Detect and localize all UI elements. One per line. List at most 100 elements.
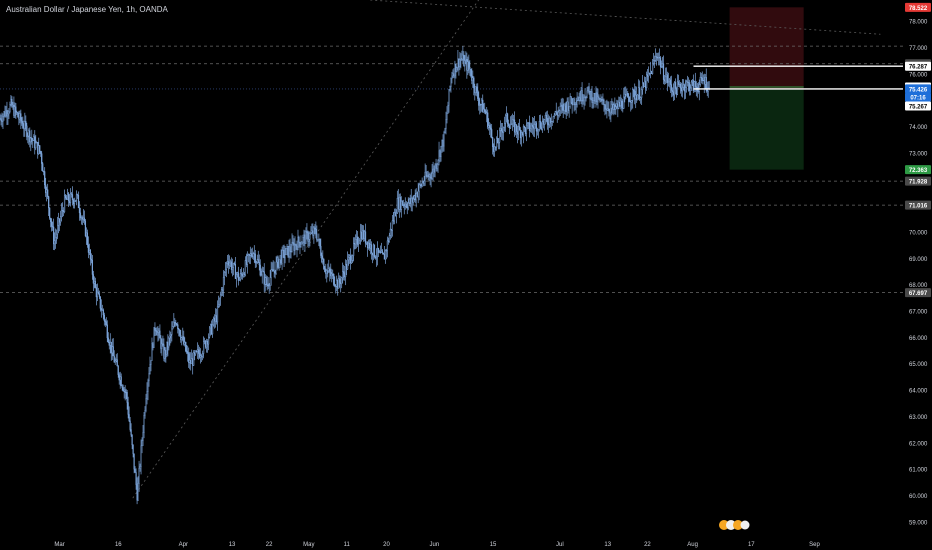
price-badge-label: 72.363 — [909, 168, 928, 174]
x-tick-label: 20 — [383, 542, 390, 548]
candle-body — [470, 68, 472, 77]
candle-body — [556, 113, 558, 116]
candle-body — [673, 82, 676, 96]
candle-body — [70, 193, 73, 195]
candle-body — [296, 245, 298, 250]
candle-body — [332, 273, 334, 275]
candle-body — [651, 63, 654, 75]
candle-body — [307, 232, 309, 242]
candle-body — [18, 116, 20, 120]
candle-body — [93, 281, 95, 284]
candle-body — [660, 66, 663, 68]
candle-body — [181, 337, 183, 340]
candle-body — [511, 119, 514, 125]
y-tick-label: 64.000 — [909, 389, 928, 395]
candle-body — [249, 253, 251, 256]
candle-body — [427, 175, 429, 177]
candle-body — [161, 343, 163, 349]
candle-body — [82, 217, 85, 220]
y-tick-label: 74.000 — [909, 125, 928, 131]
candle-body — [691, 80, 693, 83]
candle-body — [463, 54, 465, 67]
candle-body — [514, 124, 517, 133]
candle-body — [14, 106, 16, 116]
candle-body — [99, 296, 101, 309]
candle-body — [230, 261, 233, 270]
candle-body — [20, 113, 22, 122]
candle-body — [243, 273, 245, 275]
candle-body — [422, 182, 424, 184]
candle-body — [172, 326, 174, 330]
candle-body — [608, 108, 610, 112]
candle-body — [89, 250, 91, 260]
candle-body — [78, 207, 81, 214]
candle-body — [621, 100, 623, 109]
candle-body — [67, 193, 70, 202]
candle-body — [162, 343, 164, 345]
candle-body — [104, 320, 106, 322]
candle-body — [298, 236, 300, 243]
candle-body — [676, 81, 679, 95]
candle-body — [563, 103, 565, 111]
candle-body — [335, 285, 337, 287]
candle-body — [435, 164, 437, 169]
trendline-0 — [132, 0, 479, 499]
candle-body — [299, 242, 301, 247]
candle-body — [635, 94, 637, 100]
candle-body — [453, 73, 455, 77]
candle-body — [41, 153, 43, 164]
candle-body — [141, 440, 143, 447]
candle-body — [156, 331, 158, 336]
candle-body — [280, 255, 282, 264]
candle-body — [699, 77, 701, 85]
candle-body — [477, 90, 479, 99]
candle-body — [19, 113, 21, 120]
candle-body — [213, 317, 216, 322]
candle-body — [377, 247, 380, 253]
candle-body — [52, 226, 54, 228]
candle-body — [353, 243, 355, 256]
candle-body — [615, 106, 617, 110]
candle-body — [111, 346, 113, 354]
candle-body — [311, 230, 313, 234]
candle-body — [620, 100, 622, 107]
candle-body — [290, 251, 292, 253]
candle-body — [214, 315, 217, 322]
candle-body — [246, 255, 248, 265]
candle-body — [206, 341, 209, 345]
candle-body — [679, 83, 682, 89]
candle-body — [211, 324, 214, 335]
candle-body — [517, 126, 520, 135]
candle-body — [88, 250, 90, 253]
candle-body — [388, 235, 390, 243]
candle-body — [450, 78, 452, 87]
candle-body — [552, 116, 554, 122]
candle-body — [240, 273, 242, 275]
candle-body — [385, 250, 387, 252]
candle-body — [238, 279, 240, 281]
candle-body — [403, 204, 405, 207]
candle-body — [74, 199, 77, 202]
candle-body — [302, 237, 304, 244]
candle-body — [37, 142, 39, 154]
candle-body — [533, 124, 535, 129]
candle-body — [113, 355, 115, 363]
candle-body — [547, 123, 549, 126]
candle-body — [40, 151, 42, 154]
candle-body — [700, 77, 702, 79]
candle-body — [92, 274, 94, 284]
candle-body — [1, 120, 3, 122]
candle-body — [362, 230, 365, 239]
candle-body — [603, 99, 605, 105]
candle-body — [398, 197, 400, 210]
candle-body — [443, 132, 445, 147]
candle-body — [479, 104, 481, 106]
candle-body — [548, 117, 550, 126]
candle-body — [223, 271, 226, 278]
candle-body — [342, 271, 344, 278]
candle-body — [564, 103, 566, 107]
candle-body — [122, 387, 124, 392]
candle-body — [80, 217, 83, 219]
candle-body — [257, 259, 259, 263]
